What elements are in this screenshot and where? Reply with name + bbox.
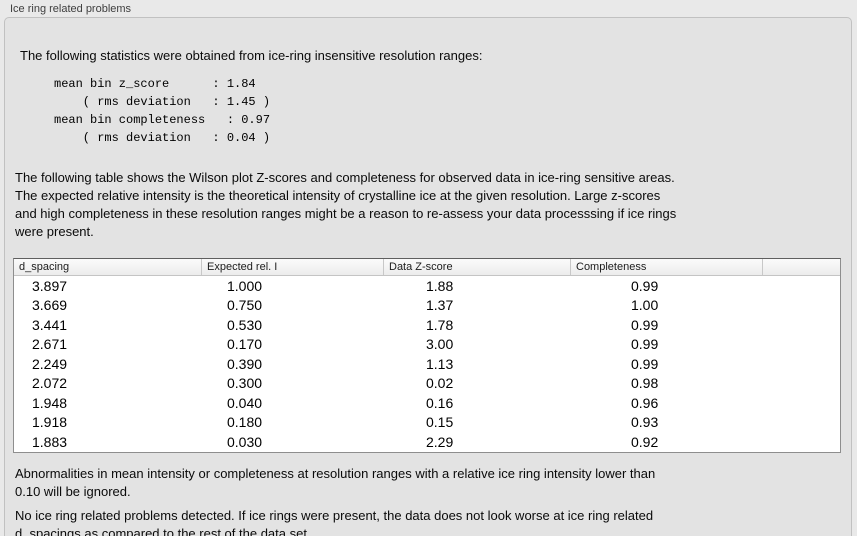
table-cell: 0.02 — [426, 375, 454, 392]
table-cell: 1.13 — [426, 355, 454, 372]
table-cell: 0.15 — [426, 414, 454, 431]
column-header-completeness[interactable]: Completeness — [571, 259, 763, 275]
table-cell: 2.671 — [32, 336, 68, 353]
column-header-expected-rel-i[interactable]: Expected rel. I — [202, 259, 384, 275]
table-cell: 0.030 — [227, 433, 263, 450]
table-cell: 0.96 — [631, 394, 659, 411]
table-cell: 1.918 — [32, 414, 68, 431]
column-header-d-spacing[interactable]: d_spacing — [14, 259, 202, 275]
table-row[interactable]: 3.897 1.000 1.88 0.99 — [14, 276, 840, 296]
table-cell: 1.883 — [32, 433, 68, 450]
table-cell: 1.00 — [631, 297, 659, 314]
table-row[interactable]: 2.249 0.390 1.13 0.99 — [14, 354, 840, 374]
table-cell: 0.530 — [227, 316, 263, 333]
table-cell: 3.897 — [32, 277, 68, 294]
column-header-data-z-score[interactable]: Data Z-score — [384, 259, 571, 275]
table-cell: 3.441 — [32, 316, 68, 333]
ignore-note-text: Abnormalities in mean intensity or compl… — [15, 466, 656, 499]
table-cell: 0.180 — [227, 414, 263, 431]
table-cell: 1.78 — [426, 316, 454, 333]
table-row[interactable]: 1.883 0.030 2.29 0.92 — [14, 432, 840, 452]
table-cell: 0.98 — [631, 375, 659, 392]
table-cell: 0.750 — [227, 297, 263, 314]
panel-title: Ice ring related problems — [10, 3, 132, 15]
table-cell: 3.00 — [426, 336, 454, 353]
table-cell: 0.99 — [631, 277, 659, 294]
table-header: d_spacing Expected rel. I Data Z-score Comp… — [14, 259, 840, 276]
table-cell: 0.99 — [631, 316, 659, 333]
table-row[interactable]: 3.441 0.530 1.78 0.99 — [14, 315, 840, 335]
table-row[interactable]: 1.918 0.180 0.15 0.93 — [14, 413, 840, 433]
groupbox: The following statistics were obtained f… — [4, 17, 852, 536]
table-cell: 2.29 — [426, 433, 454, 450]
table-row[interactable]: 3.669 0.750 1.37 1.00 — [14, 296, 840, 316]
table-cell: 0.170 — [227, 336, 263, 353]
table-cell: 0.040 — [227, 394, 263, 411]
table-cell: 0.92 — [631, 433, 659, 450]
table-cell: 1.88 — [426, 277, 454, 294]
table-cell: 1.000 — [227, 277, 263, 294]
table-cell: 0.99 — [631, 355, 659, 372]
conclusion-text: No ice ring related problems detected. I… — [15, 508, 654, 536]
table-cell: 1.37 — [426, 297, 454, 314]
ice-ring-table[interactable]: d_spacing Expected rel. I Data Z-score Comp… — [13, 258, 841, 453]
description-text: The following table shows the Wilson plo… — [15, 170, 677, 239]
table-row[interactable]: 2.072 0.300 0.02 0.98 — [14, 374, 840, 394]
table-body: 3.897 1.000 1.88 0.99 3.669 0.750 1.37 1.00 3.44… — [14, 276, 840, 452]
table-row[interactable]: 1.948 0.040 0.16 0.96 — [14, 393, 840, 413]
intro-text: The following statistics were obtained f… — [20, 48, 483, 63]
table-cell: 0.16 — [426, 394, 454, 411]
table-cell: 0.99 — [631, 336, 659, 353]
table-cell: 0.93 — [631, 414, 659, 431]
table-cell: 3.669 — [32, 297, 68, 314]
table-cell: 2.072 — [32, 375, 68, 392]
table-cell: 0.390 — [227, 355, 263, 372]
table-cell: 0.300 — [227, 375, 263, 392]
table-cell: 2.249 — [32, 355, 68, 372]
table-row[interactable]: 2.671 0.170 3.00 0.99 — [14, 335, 840, 355]
column-header-blank[interactable] — [763, 259, 840, 275]
stats-block: mean bin z_score : 1.84 ( rms deviation … — [54, 77, 271, 145]
table-cell: 1.948 — [32, 394, 68, 411]
